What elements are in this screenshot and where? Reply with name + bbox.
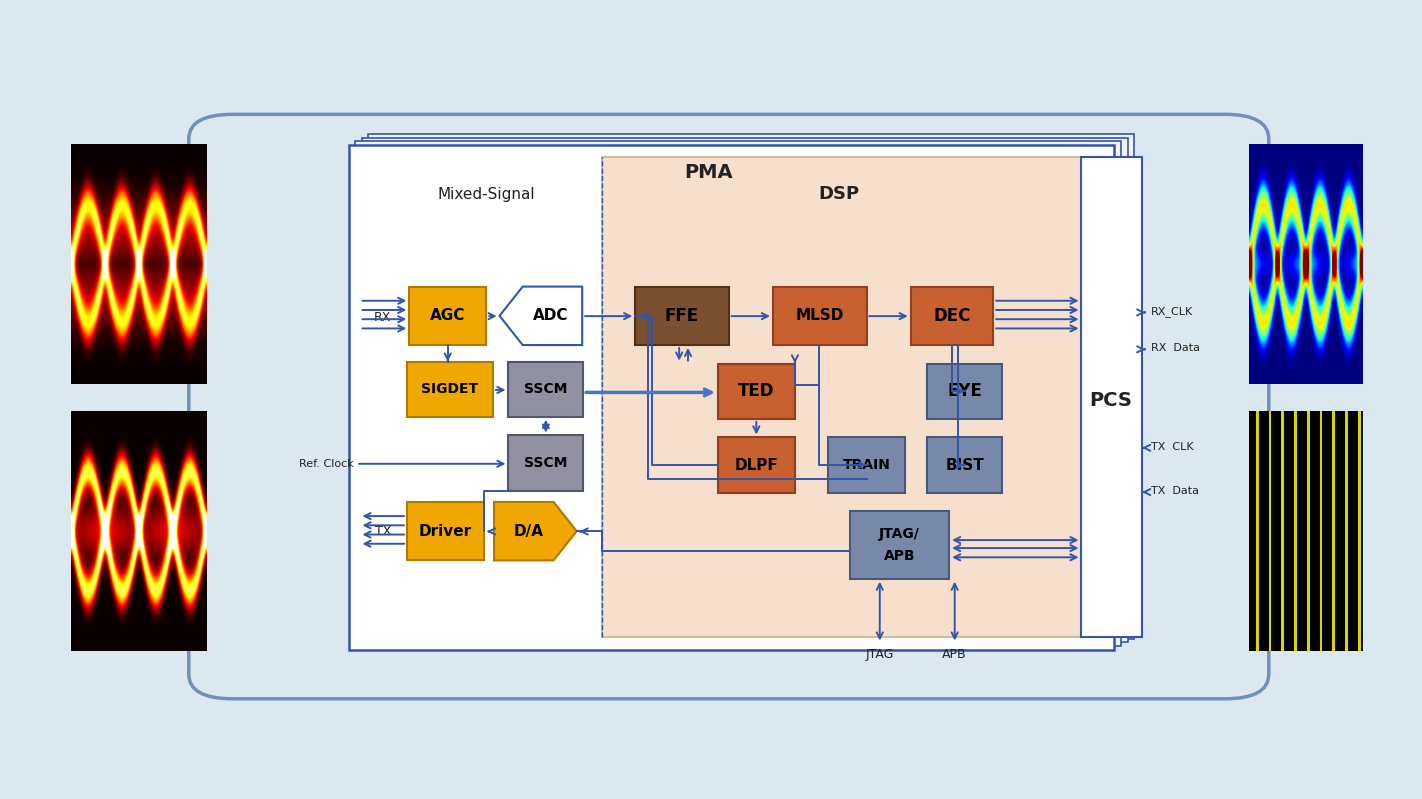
Text: D/A: D/A xyxy=(513,523,543,539)
Text: TX  Data: TX Data xyxy=(1150,486,1199,496)
FancyBboxPatch shape xyxy=(718,437,795,493)
Text: DLPF: DLPF xyxy=(734,458,778,472)
Text: TRAIN: TRAIN xyxy=(843,458,890,472)
Text: APB: APB xyxy=(884,549,916,563)
FancyBboxPatch shape xyxy=(602,157,1103,638)
Text: Driver: Driver xyxy=(419,523,472,539)
FancyBboxPatch shape xyxy=(850,511,950,578)
Text: SSCM: SSCM xyxy=(525,456,567,470)
Text: MLSD: MLSD xyxy=(795,308,843,324)
FancyBboxPatch shape xyxy=(927,437,1003,493)
Polygon shape xyxy=(493,502,577,560)
Text: PCS: PCS xyxy=(1089,391,1133,410)
FancyBboxPatch shape xyxy=(407,502,483,560)
FancyBboxPatch shape xyxy=(361,137,1128,642)
FancyBboxPatch shape xyxy=(356,141,1121,646)
Text: RX: RX xyxy=(374,311,391,324)
FancyBboxPatch shape xyxy=(410,287,486,345)
FancyBboxPatch shape xyxy=(910,287,993,345)
Text: FFE: FFE xyxy=(665,307,700,325)
FancyBboxPatch shape xyxy=(774,287,866,345)
FancyBboxPatch shape xyxy=(509,362,583,417)
Text: TED: TED xyxy=(738,382,775,400)
Text: JTAG: JTAG xyxy=(866,648,894,661)
Text: DSP: DSP xyxy=(819,185,859,203)
Polygon shape xyxy=(499,287,582,345)
Text: EYE: EYE xyxy=(947,382,983,400)
Text: TX  CLK: TX CLK xyxy=(1150,442,1193,451)
Text: APB: APB xyxy=(943,648,967,661)
Text: BIST: BIST xyxy=(946,458,984,472)
Text: RX  Data: RX Data xyxy=(1150,343,1200,353)
FancyBboxPatch shape xyxy=(368,134,1135,638)
Text: PMA: PMA xyxy=(685,163,734,182)
FancyBboxPatch shape xyxy=(636,287,728,345)
FancyBboxPatch shape xyxy=(1082,157,1142,638)
Text: AGC: AGC xyxy=(429,308,465,324)
FancyBboxPatch shape xyxy=(509,435,583,491)
Text: Ref. Clock: Ref. Clock xyxy=(299,459,354,469)
Text: DEC: DEC xyxy=(933,307,971,325)
Text: RX_CLK: RX_CLK xyxy=(1150,306,1193,316)
FancyBboxPatch shape xyxy=(189,114,1268,699)
Text: SIGDET: SIGDET xyxy=(421,383,479,396)
Text: JTAG/: JTAG/ xyxy=(879,527,920,541)
FancyBboxPatch shape xyxy=(828,437,904,493)
Text: TX: TX xyxy=(374,525,391,538)
FancyBboxPatch shape xyxy=(718,364,795,419)
FancyBboxPatch shape xyxy=(348,145,1115,650)
FancyBboxPatch shape xyxy=(407,362,493,417)
Text: ADC: ADC xyxy=(533,308,569,324)
Text: Mixed-Signal: Mixed-Signal xyxy=(438,187,535,202)
Text: SSCM: SSCM xyxy=(525,383,567,396)
FancyBboxPatch shape xyxy=(927,364,1003,419)
